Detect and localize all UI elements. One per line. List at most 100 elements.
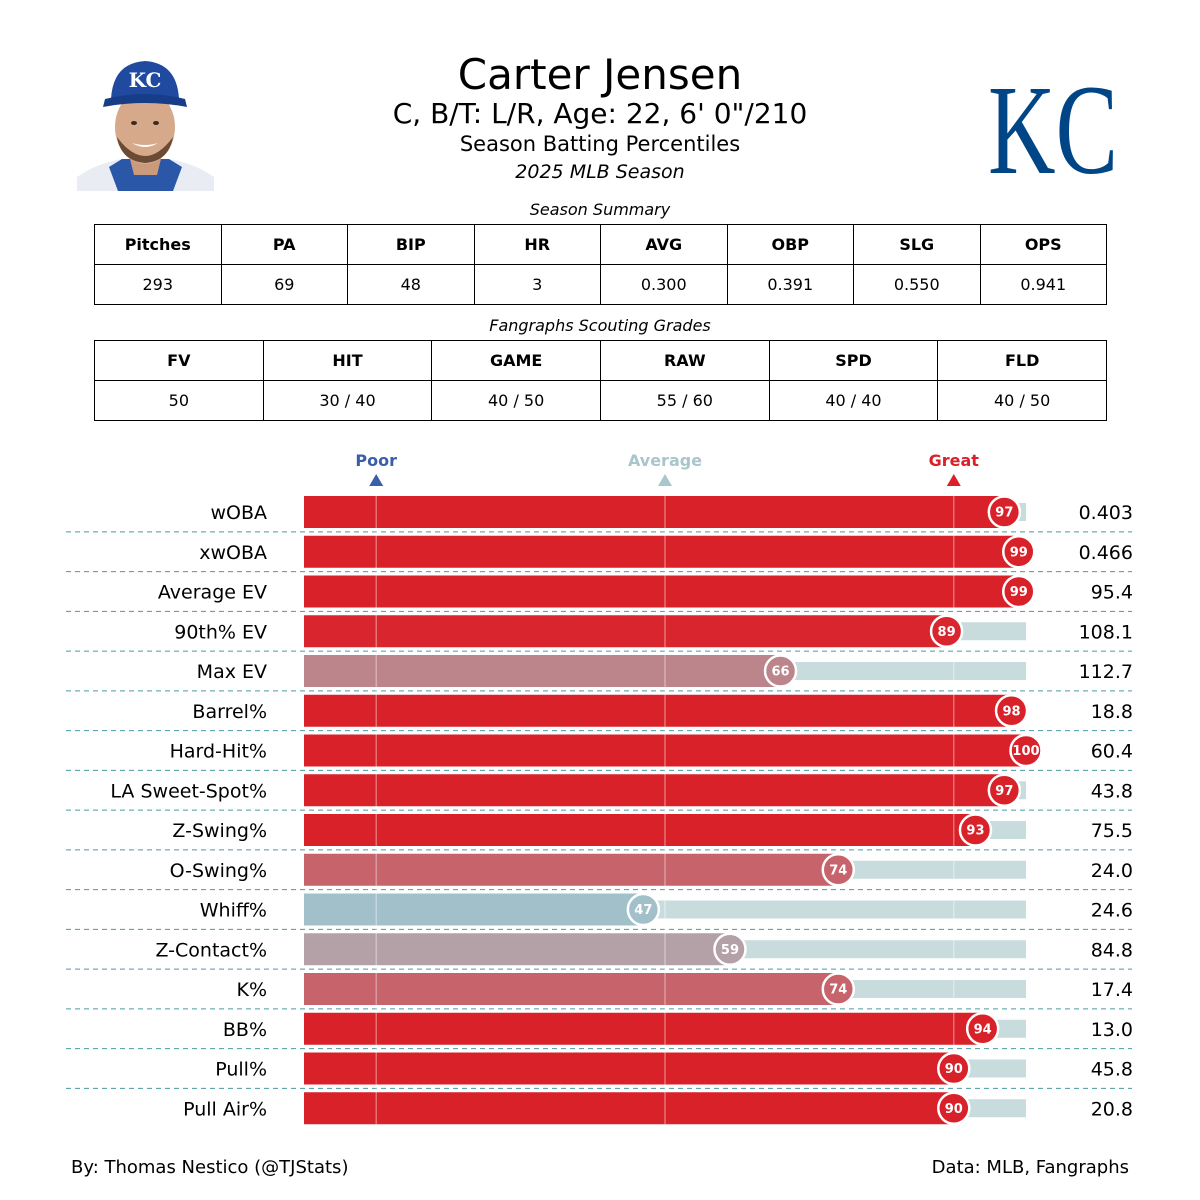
percentile-circle	[958, 813, 993, 847]
percentile-circle	[929, 614, 964, 648]
grades-value: 40 / 50	[431, 380, 601, 421]
percentile-number: 97	[995, 506, 1013, 521]
metric-value: 24.0	[1091, 860, 1133, 882]
percentile-bar	[304, 1012, 983, 1045]
percentile-number: 90	[945, 1102, 963, 1117]
metric-value: 84.8	[1091, 939, 1133, 961]
percentile-number: 94	[974, 1022, 992, 1037]
percentile-circle	[713, 932, 747, 966]
metric-label: xwOBA	[199, 542, 267, 564]
player-name: Carter Jensen	[457, 50, 743, 99]
season-summary-table: Pitches PA BIP HR AVG OBP SLG OPS 293 69…	[94, 224, 1107, 305]
percentile-bar	[304, 575, 1019, 608]
metric-label: wOBA	[210, 502, 267, 524]
scale-marker-arrow	[658, 474, 672, 486]
percentile-number: 90	[945, 1062, 963, 1077]
percentile-number: 89	[938, 625, 956, 640]
grades-value-row: 50 30 / 40 40 / 50 55 / 60 40 / 40 40 / …	[94, 380, 1107, 421]
player-bio: C, B/T: L/R, Age: 22, 6' 0"/210	[392, 97, 808, 130]
grades-value: 40 / 40	[768, 380, 939, 421]
metric-label: Average EV	[158, 582, 267, 604]
percentile-bar	[304, 535, 1019, 568]
metric-label: O-Swing%	[170, 860, 267, 882]
percentile-number: 47	[634, 903, 652, 918]
metric-value: 17.4	[1091, 979, 1133, 1001]
percentile-bar	[304, 814, 976, 846]
metric-value: 75.5	[1091, 820, 1133, 842]
percentile-circle	[987, 495, 1022, 529]
metric-value: 112.7	[1079, 661, 1133, 683]
scouting-grades-table: FV HIT GAME RAW SPD FLD 50 30 / 40 40 / …	[94, 340, 1107, 421]
grades-header: HIT	[262, 340, 433, 381]
team-logo: KC	[985, 55, 1125, 201]
metric-value: 13.0	[1091, 1019, 1133, 1041]
metric-label: K%	[236, 979, 267, 1001]
percentile-number: 98	[1003, 704, 1021, 719]
team-logo-text: KC	[988, 59, 1118, 190]
summary-value: 48	[347, 264, 475, 305]
percentile-bar	[304, 734, 1026, 767]
metric-value: 0.466	[1079, 542, 1133, 564]
percentile-circle	[821, 972, 856, 1006]
season-label: 2025 MLB Season	[515, 161, 685, 183]
metric-label: 90th% EV	[174, 621, 267, 643]
percentile-bar	[304, 973, 839, 1005]
summary-header: AVG	[600, 224, 728, 265]
summary-header: OPS	[979, 224, 1107, 265]
metric-value: 45.8	[1091, 1059, 1133, 1081]
summary-value: 0.941	[979, 264, 1107, 305]
grades-header: FV	[94, 340, 264, 381]
percentile-bar	[304, 496, 1005, 528]
metric-label: Barrel%	[192, 701, 267, 723]
metric-label: BB%	[223, 1019, 267, 1041]
percentile-circle	[626, 892, 661, 927]
summary-caption: Season Summary	[529, 200, 671, 219]
metric-label: Hard-Hit%	[170, 741, 267, 763]
percentile-bar	[304, 933, 730, 966]
scale-marker-arrow	[946, 474, 961, 486]
scale-marker-label: Average	[628, 451, 702, 470]
player-headshot: KC	[77, 55, 214, 191]
percentile-bar	[304, 655, 781, 687]
grades-caption: Fangraphs Scouting Grades	[489, 316, 711, 335]
metric-label: Pull%	[215, 1059, 267, 1081]
cap-logo: KC	[129, 68, 162, 92]
metric-value: 18.8	[1091, 701, 1133, 723]
metric-value: 108.1	[1079, 621, 1133, 643]
report-title: Season Batting Percentiles	[459, 132, 741, 156]
percentile-bar	[304, 615, 947, 648]
percentile-number: 93	[966, 824, 984, 839]
metric-value: 0.403	[1079, 502, 1133, 524]
grades-value: 30 / 40	[262, 380, 433, 421]
percentile-circle	[763, 654, 798, 688]
percentile-bar	[304, 1092, 954, 1125]
metric-value: 24.6	[1091, 900, 1133, 922]
percentile-number: 74	[829, 863, 847, 878]
metric-label: LA Sweet-Spot%	[110, 780, 267, 802]
percentile-number: 99	[1010, 585, 1028, 600]
percentile-circle	[994, 694, 1029, 728]
metric-value: 95.4	[1091, 582, 1133, 604]
summary-header: PA	[220, 224, 348, 265]
percentile-bar	[304, 1052, 954, 1085]
percentile-bar	[304, 774, 1005, 807]
percentile-number: 100	[1012, 744, 1039, 759]
metric-label: Z-Swing%	[172, 820, 267, 842]
summary-header-row: Pitches PA BIP HR AVG OBP SLG OPS	[94, 224, 1107, 265]
grades-header: FLD	[937, 340, 1107, 381]
summary-value-row: 293 69 48 3 0.300 0.391 0.550 0.941	[94, 264, 1107, 305]
percentile-number: 59	[721, 943, 739, 958]
scale-marker-label: Poor	[355, 451, 397, 470]
metric-label: Pull Air%	[183, 1098, 267, 1120]
percentile-circle	[821, 853, 856, 887]
scale-marker-arrow	[369, 474, 384, 486]
percentile-circle	[1002, 574, 1036, 609]
metric-value: 60.4	[1091, 741, 1133, 763]
percentile-circle	[937, 1051, 971, 1086]
percentile-number: 66	[771, 665, 789, 680]
footer-credit: By: Thomas Nestico (@TJStats)	[71, 1157, 349, 1178]
summary-header: Pitches	[94, 224, 222, 265]
summary-value: 0.300	[600, 264, 728, 305]
grades-value: 55 / 60	[599, 380, 770, 421]
percentile-circle	[987, 773, 1022, 807]
